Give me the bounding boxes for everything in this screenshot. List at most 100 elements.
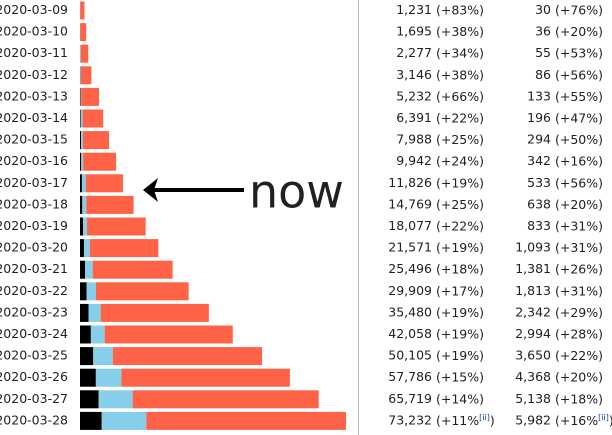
deaths-change-text: (+29%) bbox=[555, 304, 603, 319]
bar-active bbox=[104, 325, 233, 344]
cases-change: (+34%) bbox=[436, 45, 484, 60]
bar-active bbox=[82, 131, 110, 150]
cases-change-text: (+18%) bbox=[436, 261, 484, 276]
bar-active bbox=[81, 87, 100, 106]
deaths-value: 2,342 bbox=[515, 304, 551, 319]
deaths-change-text: (+50%) bbox=[555, 132, 603, 147]
cases-change: (+19%) bbox=[436, 348, 484, 363]
deaths-change: (+56%) bbox=[555, 67, 603, 82]
cases-value: 35,480 bbox=[388, 304, 432, 319]
date-label: 2020-03-14 bbox=[0, 110, 68, 125]
deaths-value: 342 bbox=[527, 153, 551, 168]
deaths-value: 638 bbox=[527, 196, 551, 211]
bar-active bbox=[146, 411, 346, 430]
cases-change: (+19%) bbox=[436, 240, 484, 255]
deaths-value: 833 bbox=[527, 218, 551, 233]
date-label: 2020-03-10 bbox=[0, 24, 68, 39]
bar-recovered bbox=[93, 347, 113, 366]
cases-change: (+14%) bbox=[436, 391, 484, 406]
deaths-change: (+20%) bbox=[555, 24, 603, 39]
cases-change-text: (+17%) bbox=[436, 283, 484, 298]
cases-change-text: (+66%) bbox=[436, 88, 484, 103]
date-label: 2020-03-19 bbox=[0, 218, 68, 233]
cases-value: 25,496 bbox=[388, 261, 432, 276]
bar-deaths bbox=[80, 390, 99, 409]
bar-recovered bbox=[95, 368, 122, 387]
cases-change: (+25%) bbox=[436, 132, 484, 147]
cases-value: 29,909 bbox=[388, 283, 432, 298]
cases-change-text: (+24%) bbox=[436, 153, 484, 168]
cases-change-text: (+22%) bbox=[436, 218, 484, 233]
bar-deaths bbox=[80, 282, 87, 301]
cases-change: (+22%) bbox=[436, 218, 484, 233]
date-label: 2020-03-11 bbox=[0, 45, 68, 60]
bar-recovered bbox=[82, 195, 87, 214]
date-label: 2020-03-13 bbox=[0, 88, 68, 103]
deaths-change-text: (+20%) bbox=[555, 369, 603, 384]
cases-change: (+18%) bbox=[436, 261, 484, 276]
cases-value: 42,058 bbox=[388, 326, 432, 341]
date-label: 2020-03-15 bbox=[0, 132, 68, 147]
deaths-change-text: (+16%) bbox=[555, 153, 603, 168]
bar-active bbox=[100, 303, 209, 322]
deaths-value: 196 bbox=[527, 110, 551, 125]
bar-deaths bbox=[80, 239, 84, 258]
cases-change: (+19%) bbox=[436, 304, 484, 319]
deaths-value: 36 bbox=[535, 24, 551, 39]
bar-active bbox=[132, 390, 319, 409]
deaths-change-text: (+55%) bbox=[555, 88, 603, 103]
cases-change-text: (+25%) bbox=[436, 132, 484, 147]
cases-change-text: (+19%) bbox=[436, 348, 484, 363]
deaths-change-text: (+56%) bbox=[555, 67, 603, 82]
cases-change: (+83%) bbox=[436, 2, 484, 17]
bar-recovered bbox=[88, 303, 101, 322]
date-label: 2020-03-21 bbox=[0, 261, 68, 276]
deaths-change-text: (+20%) bbox=[555, 196, 603, 211]
deaths-change-text: (+31%) bbox=[555, 283, 603, 298]
cases-change-close: ) bbox=[490, 412, 495, 427]
bar-deaths bbox=[80, 109, 81, 128]
cases-change: (+38%) bbox=[436, 24, 484, 39]
cases-change-text: (+22%) bbox=[436, 110, 484, 125]
cases-change: (+15%) bbox=[436, 369, 484, 384]
cases-change-text: (+19%) bbox=[436, 326, 484, 341]
cases-change: (+25%) bbox=[436, 196, 484, 211]
deaths-value: 2,994 bbox=[515, 326, 551, 341]
bar-recovered bbox=[85, 260, 93, 279]
cases-change: (+66%) bbox=[436, 88, 484, 103]
deaths-change-text: (+47%) bbox=[555, 110, 603, 125]
cases-value: 2,277 bbox=[396, 45, 432, 60]
deaths-value: 5,138 bbox=[515, 391, 551, 406]
deaths-change: (+31%) bbox=[555, 283, 603, 298]
deaths-value: 133 bbox=[527, 88, 551, 103]
bar-active bbox=[80, 66, 92, 85]
bar-deaths bbox=[80, 217, 84, 236]
cases-value: 5,232 bbox=[396, 88, 432, 103]
deaths-change: (+53%) bbox=[555, 45, 603, 60]
date-label: 2020-03-09 bbox=[0, 2, 68, 17]
bar-active bbox=[86, 195, 134, 214]
cases-change: (+19%) bbox=[436, 326, 484, 341]
deaths-change-text: (+22%) bbox=[555, 348, 603, 363]
date-label: 2020-03-23 bbox=[0, 304, 68, 319]
bar-deaths bbox=[80, 195, 83, 214]
cases-change-text: (+14%) bbox=[436, 391, 484, 406]
cases-value: 1,695 bbox=[396, 24, 432, 39]
cases-value: 7,988 bbox=[396, 132, 432, 147]
cases-change-text: (+25%) bbox=[436, 196, 484, 211]
deaths-change-text: (+31%) bbox=[555, 240, 603, 255]
deaths-change: (+76%) bbox=[555, 2, 603, 17]
cases-change-text: (+38%) bbox=[436, 67, 484, 82]
deaths-value: 1,381 bbox=[515, 261, 551, 276]
cases-change-text: (+83%) bbox=[436, 2, 484, 17]
bar-recovered bbox=[80, 66, 81, 85]
cases-change: (+24%) bbox=[436, 153, 484, 168]
bar-active bbox=[82, 109, 104, 128]
cases-change-text: (+19%) bbox=[436, 304, 484, 319]
deaths-change-text: (+76%) bbox=[555, 2, 603, 17]
cases-change-text: (+11% bbox=[436, 412, 479, 427]
deaths-change: (+29%) bbox=[555, 304, 603, 319]
cases-value: 65,719 bbox=[388, 391, 432, 406]
annotation: now bbox=[249, 165, 344, 219]
cases-change-text: (+15%) bbox=[436, 369, 484, 384]
